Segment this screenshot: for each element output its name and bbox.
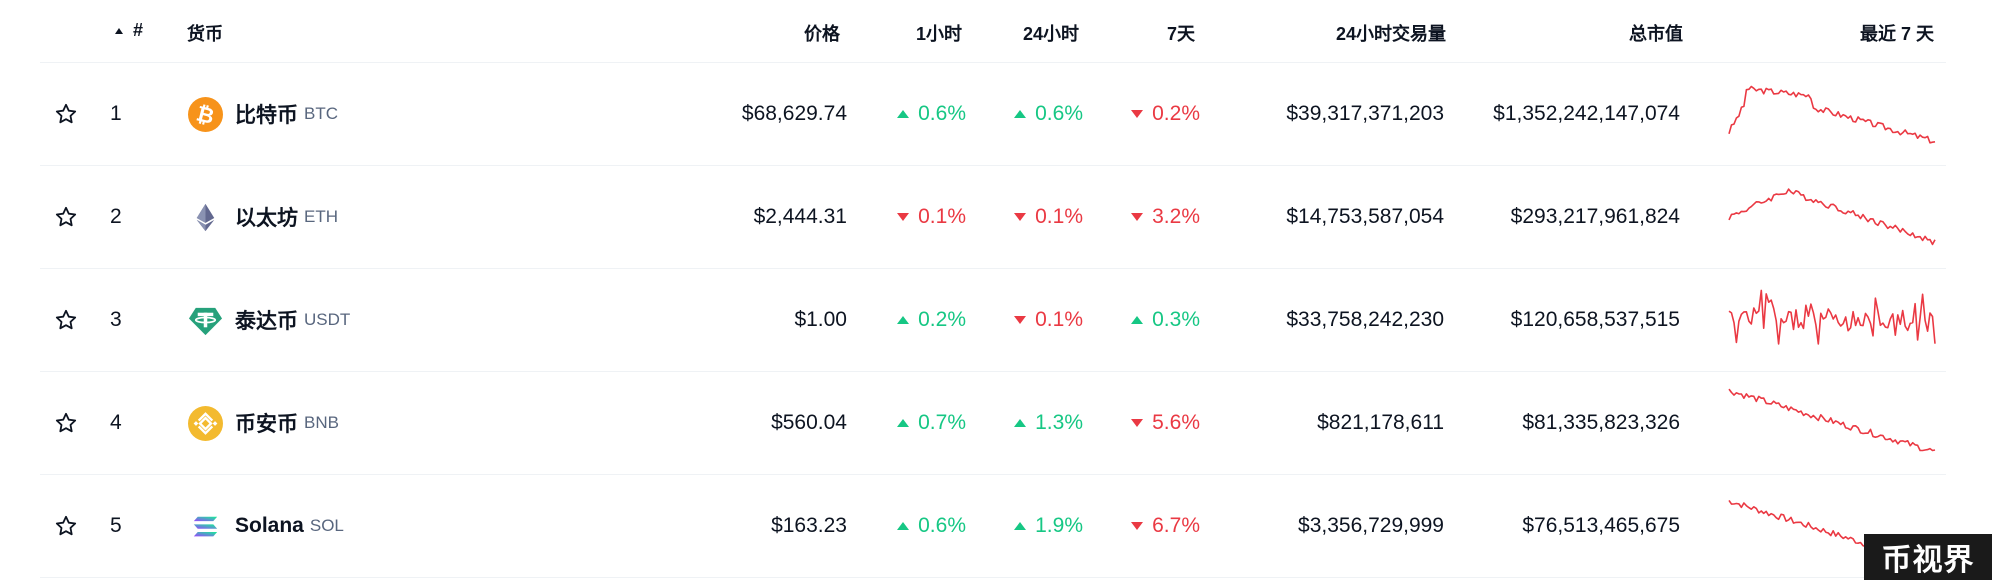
table-row[interactable]: 4 币安币 BNB $560.04 0.7% 1.3% 5.6% $821,17… bbox=[40, 372, 1946, 475]
coin-link[interactable]: ₿ 比特币 BTC bbox=[188, 63, 608, 165]
caret-up-icon bbox=[1014, 522, 1027, 530]
rank-number: 1 bbox=[110, 102, 122, 125]
price-value: $560.04 bbox=[771, 411, 847, 434]
caret-down-icon bbox=[897, 213, 910, 221]
caret-up-icon bbox=[897, 110, 910, 118]
price-value: $163.23 bbox=[771, 514, 847, 537]
market-cap: $293,217,961,824 bbox=[1510, 205, 1680, 228]
watchlist-star-icon[interactable] bbox=[54, 269, 80, 371]
table-row[interactable]: 2 以太坊 ETH $2,444.31 0.1% 0.1% 3.2% $14,7… bbox=[40, 166, 1946, 269]
coin-link[interactable]: Solana SOL bbox=[188, 475, 608, 577]
volume-24h: $821,178,611 bbox=[1317, 411, 1444, 434]
coin-name: 泰达币 bbox=[235, 310, 298, 333]
bitcoin-icon: ₿ bbox=[188, 96, 223, 132]
rank-number: 4 bbox=[110, 411, 122, 434]
table-row[interactable]: 5 Solana SOL $163.23 0.6% 1.9% 6.7% $3,3… bbox=[40, 475, 1946, 578]
caret-down-icon bbox=[1131, 522, 1144, 530]
watermark-logo: 币视界 bbox=[1864, 534, 1992, 580]
solana-icon bbox=[188, 509, 223, 544]
24h-column-header[interactable]: 24小时 bbox=[1022, 24, 1079, 44]
market-cap-column-header[interactable]: 总市值 bbox=[1629, 24, 1683, 44]
caret-down-icon bbox=[1131, 110, 1144, 118]
change-24h: 0.6% bbox=[973, 63, 1083, 165]
table-row[interactable]: 3 泰达币 USDT $1.00 0.2% 0.1% 0.3% $33,758,… bbox=[40, 269, 1946, 372]
volume-24h: $3,356,729,999 bbox=[1298, 514, 1444, 537]
volume-24h: $39,317,371,203 bbox=[1286, 102, 1444, 125]
ethereum-icon bbox=[188, 200, 223, 235]
coin-name: 比特币 bbox=[235, 104, 298, 127]
change-7d: 3.2% bbox=[1090, 166, 1200, 268]
change-7d: 0.2% bbox=[1090, 63, 1200, 165]
price-value: $1.00 bbox=[794, 308, 847, 331]
market-cap: $76,513,465,675 bbox=[1522, 514, 1680, 537]
crypto-market-table: # 货币 价格 1小时 24小时 7天 24小时交易量 总市值 最近 7 天 1… bbox=[40, 0, 1946, 578]
caret-up-icon bbox=[1131, 316, 1144, 324]
coin-symbol: BTC bbox=[304, 104, 338, 123]
change-7d: 5.6% bbox=[1090, 372, 1200, 474]
watchlist-star-icon[interactable] bbox=[54, 63, 80, 165]
market-cap: $1,352,242,147,074 bbox=[1493, 102, 1680, 125]
rank-column-header[interactable]: # bbox=[115, 20, 143, 41]
caret-down-icon bbox=[1131, 419, 1144, 427]
change-24h: 0.1% bbox=[973, 269, 1083, 371]
1h-column-header[interactable]: 1小时 bbox=[915, 24, 962, 44]
coin-link[interactable]: 币安币 BNB bbox=[188, 372, 608, 474]
caret-down-icon bbox=[1014, 316, 1027, 324]
price-column-header[interactable]: 价格 bbox=[804, 24, 840, 44]
caret-up-icon bbox=[1014, 110, 1027, 118]
price-value: $2,444.31 bbox=[753, 205, 847, 228]
caret-down-icon bbox=[1131, 213, 1144, 221]
svg-text:₿: ₿ bbox=[194, 101, 217, 129]
coin-column-header[interactable]: 货币 bbox=[187, 24, 223, 44]
change-7d: 0.3% bbox=[1090, 269, 1200, 371]
change-1h: 0.2% bbox=[856, 269, 966, 371]
7d-chart-column-header: 最近 7 天 bbox=[1859, 24, 1934, 44]
coin-link[interactable]: 泰达币 USDT bbox=[188, 269, 608, 371]
bnb-icon bbox=[188, 405, 223, 441]
volume-column-header[interactable]: 24小时交易量 bbox=[1335, 24, 1446, 44]
coin-name: Solana bbox=[235, 514, 304, 537]
change-1h: 0.6% bbox=[856, 63, 966, 165]
market-cap: $81,335,823,326 bbox=[1522, 411, 1680, 434]
rank-number: 5 bbox=[110, 514, 122, 537]
change-1h: 0.1% bbox=[856, 166, 966, 268]
rank-number: 3 bbox=[110, 308, 122, 331]
sparkline-7d[interactable] bbox=[1724, 372, 1936, 474]
sort-ascending-icon bbox=[115, 28, 123, 34]
change-24h: 1.3% bbox=[973, 372, 1083, 474]
sparkline-7d[interactable] bbox=[1724, 63, 1936, 165]
caret-up-icon bbox=[897, 522, 910, 530]
sparkline-7d[interactable] bbox=[1724, 166, 1936, 268]
caret-up-icon bbox=[897, 316, 910, 324]
coin-name: 以太坊 bbox=[235, 207, 298, 230]
price-value: $68,629.74 bbox=[741, 102, 847, 125]
caret-up-icon bbox=[897, 419, 910, 427]
change-1h: 0.6% bbox=[856, 475, 966, 577]
caret-up-icon bbox=[1014, 419, 1027, 427]
watchlist-star-icon[interactable] bbox=[54, 372, 80, 474]
table-body: 1 ₿ 比特币 BTC $68,629.74 0.6% 0.6% 0.2% $3… bbox=[40, 63, 1946, 578]
coin-symbol: ETH bbox=[304, 207, 338, 226]
change-24h: 1.9% bbox=[973, 475, 1083, 577]
tether-icon bbox=[188, 303, 223, 338]
coin-symbol: USDT bbox=[304, 310, 351, 329]
caret-down-icon bbox=[1014, 213, 1027, 221]
rank-number: 2 bbox=[110, 205, 122, 228]
market-cap: $120,658,537,515 bbox=[1510, 308, 1680, 331]
volume-24h: $14,753,587,054 bbox=[1286, 205, 1444, 228]
coin-name: 币安币 bbox=[235, 413, 298, 436]
volume-24h: $33,758,242,230 bbox=[1286, 308, 1444, 331]
change-7d: 6.7% bbox=[1090, 475, 1200, 577]
coin-link[interactable]: 以太坊 ETH bbox=[188, 166, 608, 268]
table-header: # 货币 价格 1小时 24小时 7天 24小时交易量 总市值 最近 7 天 bbox=[40, 0, 1946, 63]
watchlist-star-icon[interactable] bbox=[54, 475, 80, 577]
coin-symbol: SOL bbox=[309, 516, 344, 535]
change-24h: 0.1% bbox=[973, 166, 1083, 268]
7d-column-header[interactable]: 7天 bbox=[1166, 24, 1195, 44]
coin-symbol: BNB bbox=[304, 413, 339, 432]
watchlist-star-icon[interactable] bbox=[54, 166, 80, 268]
change-1h: 0.7% bbox=[856, 372, 966, 474]
sparkline-7d[interactable] bbox=[1724, 269, 1936, 371]
table-row[interactable]: 1 ₿ 比特币 BTC $68,629.74 0.6% 0.6% 0.2% $3… bbox=[40, 63, 1946, 166]
